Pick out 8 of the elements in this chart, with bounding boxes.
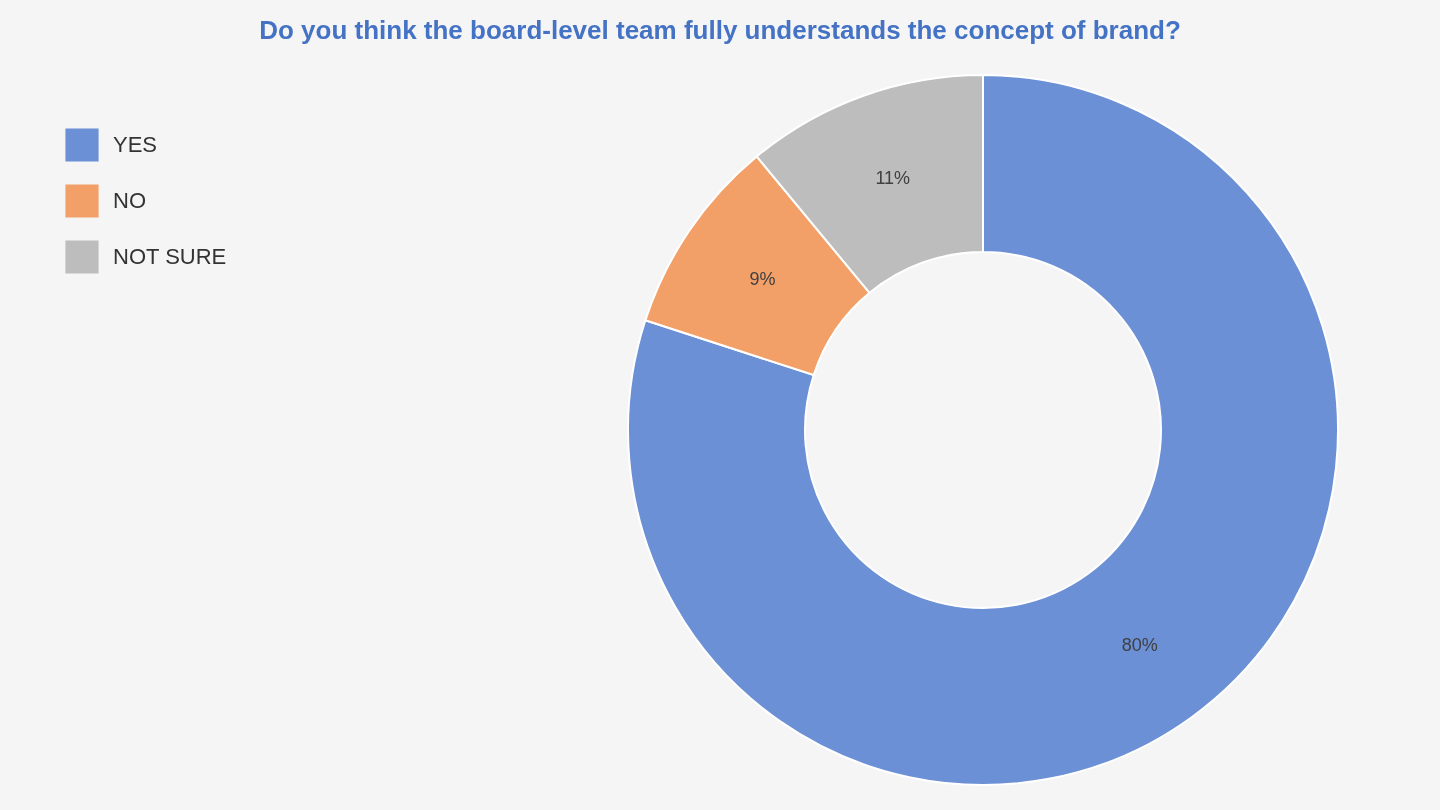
data-label: 11% — [875, 168, 911, 189]
data-label: 9% — [749, 269, 776, 290]
legend-label: NO — [113, 188, 146, 213]
donut-slice — [627, 74, 1339, 786]
legend-label: NOT SURE — [113, 244, 227, 269]
data-label: 80% — [1121, 634, 1158, 655]
legend-label: YES — [113, 132, 158, 157]
chart-title: Do you think the board-level team fully understands the concept of brand? — [259, 15, 1181, 45]
